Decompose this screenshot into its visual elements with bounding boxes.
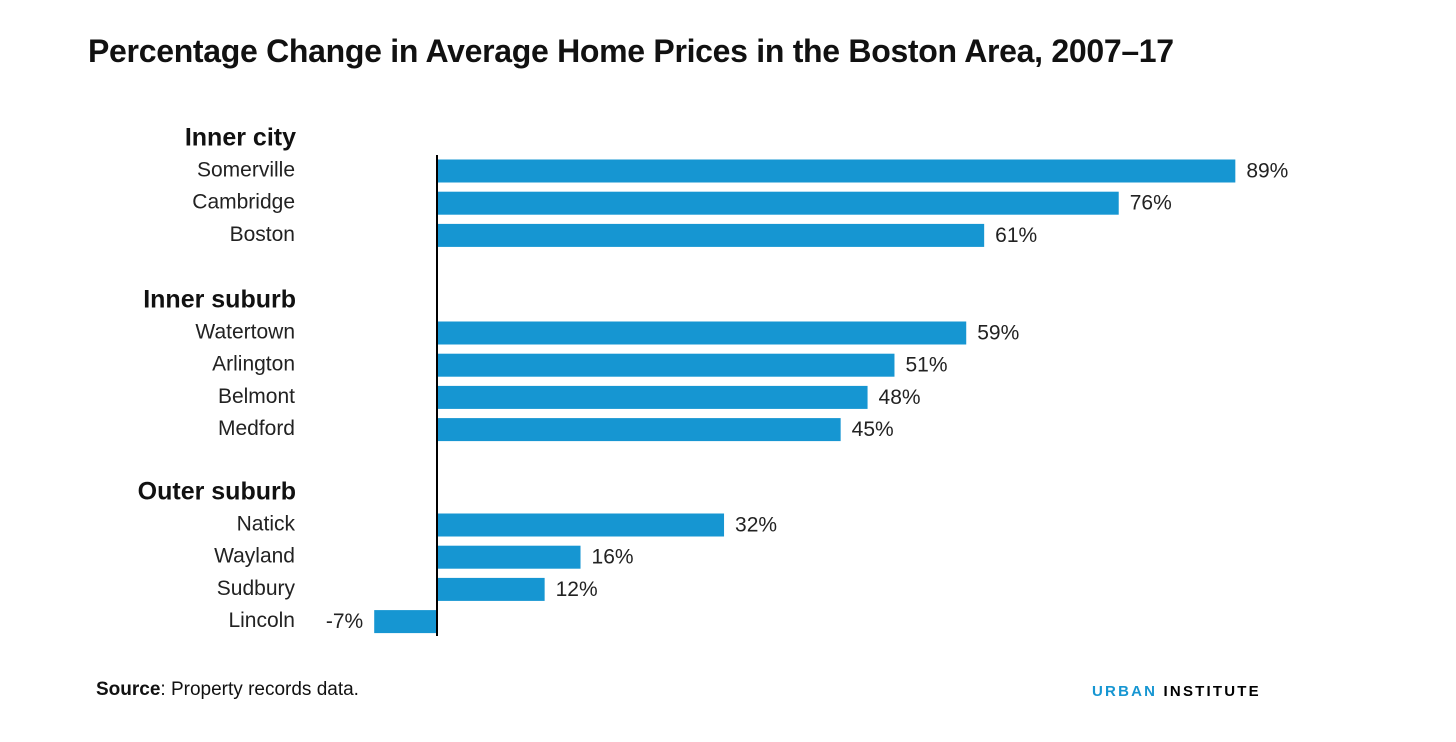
value-label-boston: 61% bbox=[995, 224, 1037, 247]
value-label-sudbury: 12% bbox=[556, 578, 598, 601]
value-label-wayland: 16% bbox=[592, 546, 634, 569]
brand-part-2: INSTITUTE bbox=[1157, 683, 1261, 700]
value-label-medford: 45% bbox=[852, 418, 894, 441]
category-label-cambridge: Cambridge bbox=[192, 191, 295, 214]
bar-medford bbox=[437, 418, 841, 442]
category-label-medford: Medford bbox=[218, 417, 295, 440]
bar-lincoln bbox=[374, 610, 437, 634]
category-label-sudbury: Sudbury bbox=[217, 577, 296, 600]
source-label: Source bbox=[96, 679, 161, 700]
bar-arlington bbox=[437, 353, 895, 377]
group-heading-outer-suburb: Outer suburb bbox=[138, 478, 296, 506]
value-label-lincoln: -7% bbox=[326, 610, 363, 633]
category-label-somerville: Somerville bbox=[197, 159, 295, 182]
bar-sudbury bbox=[437, 577, 545, 601]
category-label-belmont: Belmont bbox=[218, 385, 295, 408]
value-label-somerville: 89% bbox=[1246, 160, 1288, 183]
value-label-natick: 32% bbox=[735, 514, 777, 537]
bar-cambridge bbox=[437, 191, 1119, 215]
urban-institute-logo: URBAN INSTITUTE bbox=[1092, 683, 1261, 700]
group-heading-inner-suburb: Inner suburb bbox=[143, 286, 296, 314]
category-label-arlington: Arlington bbox=[212, 353, 295, 376]
value-label-arlington: 51% bbox=[905, 354, 947, 377]
brand-part-1: URBAN bbox=[1092, 683, 1158, 700]
bar-boston bbox=[437, 223, 985, 247]
bar-belmont bbox=[437, 385, 868, 409]
bar-somerville bbox=[437, 159, 1236, 183]
source-text: : Property records data. bbox=[160, 679, 359, 700]
value-label-watertown: 59% bbox=[977, 322, 1019, 345]
category-label-lincoln: Lincoln bbox=[228, 609, 295, 632]
group-heading-inner-city: Inner city bbox=[185, 124, 296, 152]
bar-natick bbox=[437, 513, 725, 537]
bar-wayland bbox=[437, 545, 581, 569]
source-note: Source: Property records data. bbox=[96, 679, 359, 701]
chart-title: Percentage Change in Average Home Prices… bbox=[88, 33, 1174, 69]
category-label-watertown: Watertown bbox=[195, 321, 295, 344]
category-label-boston: Boston bbox=[230, 223, 295, 246]
category-label-wayland: Wayland bbox=[214, 545, 295, 568]
value-label-cambridge: 76% bbox=[1130, 192, 1172, 215]
value-label-belmont: 48% bbox=[879, 386, 921, 409]
bar-watertown bbox=[437, 321, 967, 345]
category-label-natick: Natick bbox=[237, 513, 296, 536]
